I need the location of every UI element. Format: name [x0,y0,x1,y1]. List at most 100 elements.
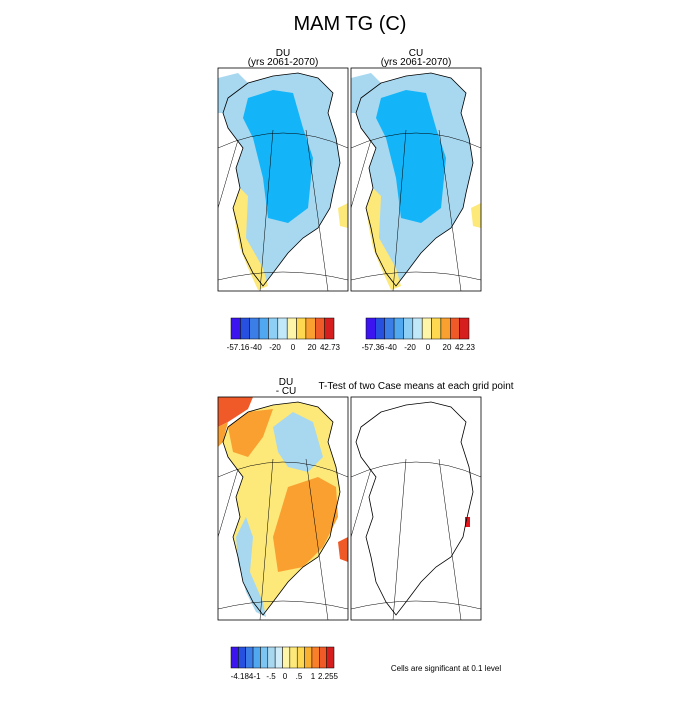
panel-sublabel: (yrs 2061-2070) [381,57,452,68]
colorbar-box [249,317,260,340]
meridian [218,468,239,538]
colorbar-box [384,317,395,340]
colorbar-box [296,646,305,669]
map-content [351,401,481,620]
colorbar-box [274,646,283,669]
map-content [218,397,348,620]
colorbar-label: -20 [269,343,281,352]
colorbar-box [230,317,241,340]
colorbar-box [365,317,376,340]
colorbar-label: 42.73 [320,343,341,352]
colorbar-box [440,317,451,340]
colorbar-box [277,317,288,340]
maps [217,67,482,621]
panel-frame [217,67,349,292]
meridian [392,458,407,620]
cool-west [236,517,266,617]
colorbar-box [315,317,325,340]
colorbar-box [450,317,460,340]
colorbar-box [304,646,313,669]
coastline [355,401,474,616]
panel-label: T-Test of two Case means at each grid po… [318,381,513,392]
warm-east [273,477,338,572]
colorbar-label: -.5 [266,672,276,681]
cool-north [273,412,323,472]
title: MAM TG (C) [294,13,407,35]
colorbar-box [431,317,442,340]
colorbar-box [311,646,320,669]
latitude [218,271,348,281]
latitude [218,600,348,610]
colorbar-box [421,317,432,340]
colorbar-label: -1 [253,672,261,681]
colorbar-label: -40 [385,343,397,352]
map-content [351,72,481,291]
meridian [351,468,372,538]
panel-frame [350,67,482,292]
latitude [218,461,348,478]
red-corner [218,397,253,427]
meridian [438,129,462,291]
note: Cells are significant at 0.1 level [391,664,502,673]
panel-frame [217,396,349,621]
ocean-cells [218,422,228,447]
latitude [351,271,481,281]
colorbar-label: .5 [296,672,303,681]
latitude [351,132,481,149]
colorbar-box [230,646,239,669]
colorbar-box [252,646,261,669]
panel-sublabel: (yrs 2061-2070) [248,57,319,68]
ocean-cells [218,73,248,113]
colorbar-label: 0 [291,343,296,352]
colorbar-box [403,317,414,340]
latitude [351,461,481,478]
latitude [351,600,481,610]
cold-core [376,90,446,223]
colorbars: -57.16 -40 -20 0 20 42.73 -57.36 -40 -20 0 20 42.23… [227,317,476,681]
colorbar-label: 1 [311,672,316,681]
colorbar-label: 42.23 [455,343,476,352]
panel-label: DU [279,377,293,388]
colorbar-box [319,646,327,669]
cold-core [243,90,313,223]
colorbar-box [459,317,470,340]
colorbar-box [282,646,291,669]
panel-label: CU [409,48,423,59]
colorbar-box [286,317,297,340]
warm-fringe [233,188,268,290]
colorbar-label: -40 [250,343,262,352]
meridian [305,458,329,620]
meridian [259,458,274,620]
colorbar-label: -4.184 [231,672,254,681]
colorbar-box [393,317,404,340]
colorbar-box [296,317,307,340]
latitude [218,132,348,149]
colorbar-box [267,646,276,669]
meridian [392,129,407,291]
ocean-cells [351,73,381,113]
ocean-cells [338,203,348,228]
colorbar-box [238,646,246,669]
meridian [218,139,239,209]
warm-fringe [366,188,401,290]
panel-frame [350,396,482,621]
map-content [218,72,348,291]
ocean-cells [338,537,348,562]
meridian [438,458,462,620]
panel-label: DU [276,48,290,59]
colorbar-label: -57.16 [227,343,250,352]
ocean-cells [471,203,481,228]
map-panel [217,67,349,292]
colorbar-box [268,317,279,340]
colorbar-label: -20 [404,343,416,352]
map-panel [350,67,482,292]
meridian [305,129,329,291]
colorbar-box [326,646,335,669]
colorbar-box [289,646,298,669]
colorbar-box [245,646,254,669]
colorbar-box [412,317,423,340]
map-panel [217,396,349,621]
colorbar-label: 2.255 [318,672,339,681]
panel-sublabel: - CU [276,386,297,397]
